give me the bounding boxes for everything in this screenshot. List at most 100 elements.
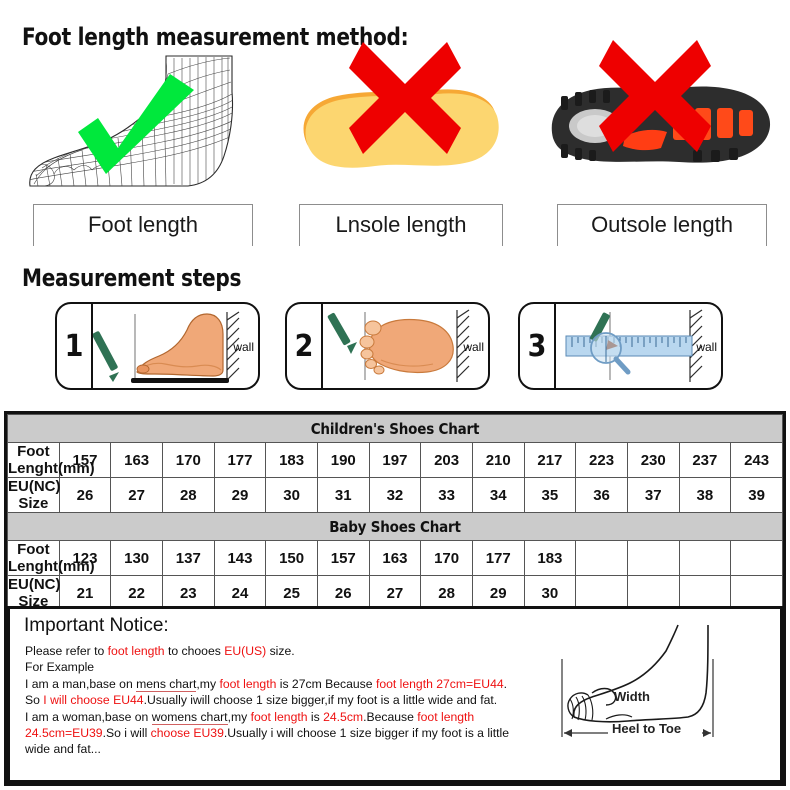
cell-foot-length: 137 xyxy=(161,540,215,576)
notice-title: Important Notice: xyxy=(24,615,169,636)
cell-foot-length: 163 xyxy=(368,540,422,576)
chart-section-title: Baby Shoes Chart xyxy=(7,512,783,541)
cell-foot-length: 123 xyxy=(58,540,112,576)
cell-foot-length: 150 xyxy=(265,540,318,576)
step-number: 2 xyxy=(287,304,323,388)
cell-eu-size: 38 xyxy=(678,477,732,513)
cell-foot-length: 183 xyxy=(523,540,577,576)
panel-caption: Outsole length xyxy=(591,212,733,237)
cell-eu-size xyxy=(730,575,783,611)
foot-outline-icon: Width Heel to Toe xyxy=(556,621,766,771)
step-box-2: 2 xyxy=(285,302,490,390)
cell-foot-length: 183 xyxy=(265,442,318,478)
wireframe-foot-icon xyxy=(18,52,268,210)
childrens-chart-header: Children's Shoes Chart xyxy=(7,414,783,443)
cell-foot-length: 170 xyxy=(420,540,473,576)
foot-sole-pencil-icon xyxy=(323,304,488,388)
cell-eu-size: 28 xyxy=(420,575,473,611)
cell-eu-size: 21 xyxy=(58,575,112,611)
page-title-method: Foot length measurement method: xyxy=(22,23,409,51)
cell-eu-size: 28 xyxy=(161,477,215,513)
row-label: EU(NC) Size xyxy=(7,477,61,513)
cell-eu-size: 32 xyxy=(368,477,422,513)
wall-label: wall xyxy=(463,340,484,354)
cell-foot-length: 157 xyxy=(58,442,112,478)
step-number: 3 xyxy=(520,304,556,388)
cell-eu-size: 31 xyxy=(316,477,370,513)
baby-chart-header: Baby Shoes Chart xyxy=(7,512,783,541)
cell-eu-size: 39 xyxy=(730,477,783,513)
cell-foot-length: 177 xyxy=(471,540,525,576)
cell-eu-size: 30 xyxy=(265,477,318,513)
cell-eu-size: 26 xyxy=(58,477,112,513)
ruler-magnifier-icon xyxy=(556,304,721,388)
width-label: Width xyxy=(614,689,650,704)
row-label: Foot Lenght(mm) xyxy=(7,540,95,576)
panel-insole-length: Lnsole length xyxy=(285,42,517,250)
cell-foot-length: 230 xyxy=(626,442,680,478)
step-box-3: 3 xyxy=(518,302,723,390)
outsole-icon xyxy=(543,52,781,210)
row-label: Foot Lenght(mm) xyxy=(7,442,95,478)
wall-label: wall xyxy=(696,340,717,354)
notice-line: wide and fat... xyxy=(25,742,101,757)
section-title-steps: Measurement steps xyxy=(22,264,242,292)
green-check-icon xyxy=(78,74,194,174)
cell-foot-length xyxy=(678,540,732,576)
wall-label: wall xyxy=(233,340,254,354)
cell-foot-length xyxy=(730,540,783,576)
panel-outsole-length: Outsole length xyxy=(543,40,781,250)
notice-line: I am a woman,base on womens chart,my foo… xyxy=(25,709,475,725)
notice-line: So I will choose EU44.Usually iwill choo… xyxy=(25,693,498,708)
chart-section-title: Children's Shoes Chart xyxy=(7,414,783,443)
cell-foot-length xyxy=(626,540,680,576)
cell-eu-size: 27 xyxy=(110,477,163,513)
measurement-steps-row: 1 xyxy=(0,302,790,398)
cell-foot-length: 210 xyxy=(471,442,525,478)
cell-foot-length: 190 xyxy=(316,442,370,478)
cell-eu-size: 36 xyxy=(575,477,628,513)
cell-foot-length: 130 xyxy=(110,540,163,576)
cell-eu-size: 34 xyxy=(471,477,525,513)
notice-line: For Example xyxy=(25,660,95,675)
insole-icon xyxy=(285,52,517,210)
panel-caption: Lnsole length xyxy=(335,212,467,237)
notice-body: Please refer to foot length to chooes EU… xyxy=(25,643,545,758)
cell-foot-length: 177 xyxy=(213,442,267,478)
heel-to-toe-label: Heel to Toe xyxy=(612,721,682,736)
cell-eu-size: 37 xyxy=(626,477,680,513)
step-box-1: 1 xyxy=(55,302,260,390)
size-chart-table: Children's Shoes Chart Foot Lenght(mm) 157… xyxy=(7,414,783,611)
measurement-method-panels: Foot length Lnsole length xyxy=(0,40,790,250)
cell-foot-length: 223 xyxy=(575,442,628,478)
cell-foot-length: 237 xyxy=(678,442,732,478)
table-row: Foot Lenght(mm) 123 130 137 143 150 157 163 170 1… xyxy=(7,540,783,576)
cell-foot-length: 243 xyxy=(730,442,783,478)
notice-line: I am a man,base on mens chart,my foot le… xyxy=(25,676,508,692)
cell-eu-size: 23 xyxy=(161,575,215,611)
table-row: EU(NC) Size 21 22 23 24 25 26 27 28 29 30 xyxy=(7,575,783,611)
step-number: 1 xyxy=(57,304,93,388)
cell-eu-size: 29 xyxy=(213,477,267,513)
notice-line: 24.5cm=EU39.So i will choose EU39.Usuall… xyxy=(25,726,510,741)
panel-foot-length: Foot length xyxy=(18,52,268,250)
cell-eu-size: 33 xyxy=(420,477,473,513)
cell-foot-length: 170 xyxy=(161,442,215,478)
table-row: EU(NC) Size 26 27 28 29 30 31 32 33 34 35 36 37 38 39 xyxy=(7,477,783,513)
cell-eu-size: 30 xyxy=(523,575,577,611)
notice-line: Please refer to foot length to chooes EU… xyxy=(25,644,295,658)
cell-foot-length: 217 xyxy=(523,442,577,478)
panel-caption: Foot length xyxy=(87,212,199,237)
cell-foot-length: 197 xyxy=(368,442,422,478)
cell-eu-size: 26 xyxy=(316,575,370,611)
row-label: EU(NC) Size xyxy=(7,575,61,611)
cell-eu-size: 35 xyxy=(523,477,577,513)
cell-foot-length: 157 xyxy=(316,540,370,576)
table-row: Foot Lenght(mm) 157 163 170 177 183 190 197 203 2… xyxy=(7,442,783,478)
cell-eu-size: 25 xyxy=(265,575,318,611)
foot-side-pencil-icon xyxy=(92,304,258,388)
important-notice-box: Important Notice: Please refer to foot l… xyxy=(7,606,783,783)
cell-foot-length: 203 xyxy=(420,442,473,478)
cell-eu-size: 22 xyxy=(110,575,163,611)
cell-foot-length: 163 xyxy=(110,442,163,478)
